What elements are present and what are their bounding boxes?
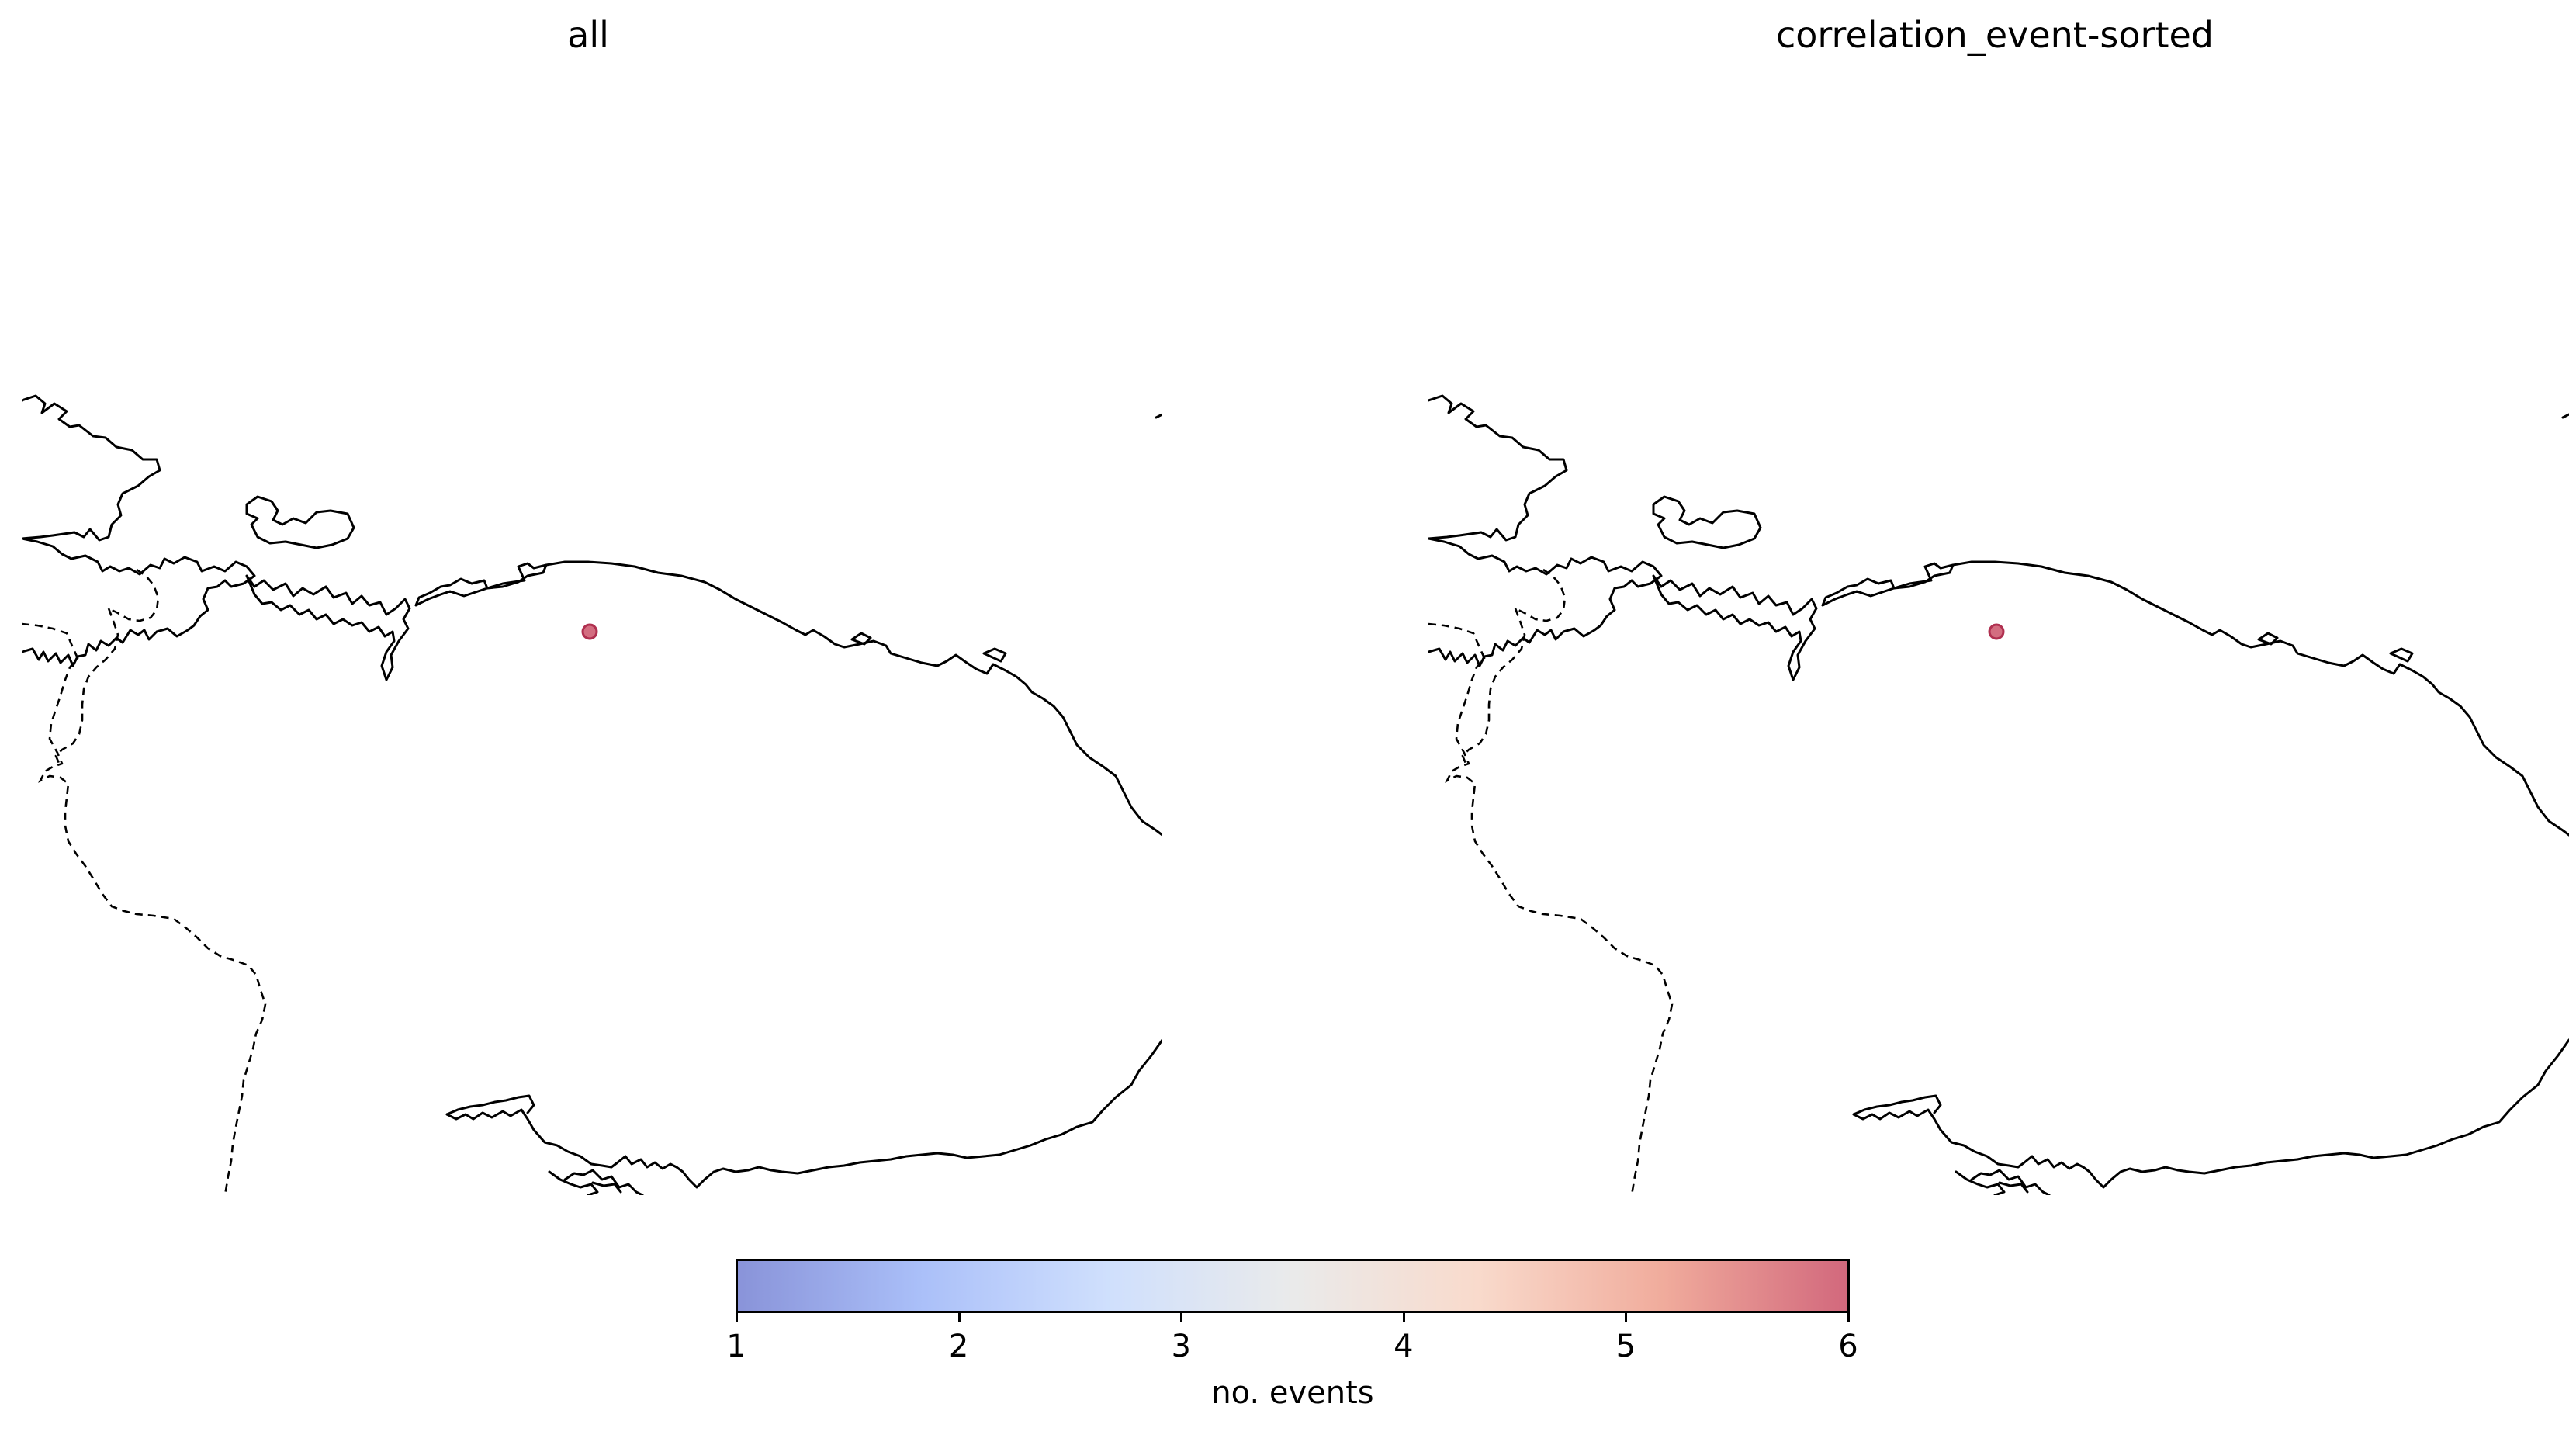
coastline <box>22 394 1162 1195</box>
colorbar-tick-label: 2 <box>948 1329 969 1364</box>
colorbar-tick <box>1402 1313 1405 1322</box>
panel-title-all: all <box>567 14 609 56</box>
border-lines <box>1428 568 1674 1195</box>
map-panel-correlation-event-sorted <box>1428 394 2569 1195</box>
colorbar-tick <box>1847 1313 1850 1322</box>
colorbar-tick-label: 4 <box>1394 1329 1414 1364</box>
colorbar-tick-label: 6 <box>1838 1329 1858 1364</box>
colorbar-tick-label: 3 <box>1171 1329 1191 1364</box>
colorbar-label: no. events <box>1211 1375 1374 1411</box>
map-panel-all <box>22 394 1162 1195</box>
colorbar-tick <box>1180 1313 1183 1322</box>
event-point <box>581 623 598 640</box>
border-lines <box>22 568 267 1195</box>
colorbar-tick <box>957 1313 961 1322</box>
colorbar-tick-label: 5 <box>1615 1329 1636 1364</box>
colorbar-tick <box>1625 1313 1628 1322</box>
colorbar-tick-label: 1 <box>726 1329 746 1364</box>
event-point <box>1988 623 2005 640</box>
colorbar <box>736 1259 1850 1313</box>
coastline <box>1428 394 2569 1195</box>
colorbar-tick <box>736 1313 738 1322</box>
panel-title-correlation: correlation_event-sorted <box>1776 14 2214 56</box>
